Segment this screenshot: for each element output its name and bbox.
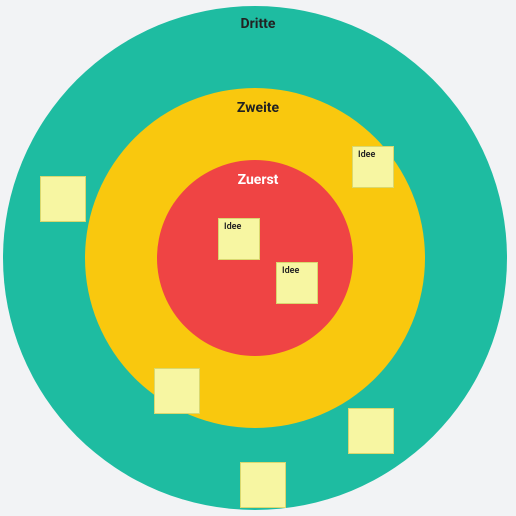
ring-label-inner: Zuerst (238, 172, 279, 188)
ring-label-outer: Dritte (241, 16, 276, 32)
sticky-note[interactable]: Idee (276, 262, 318, 304)
ring-label-middle: Zweite (237, 100, 279, 116)
sticky-note[interactable] (40, 176, 86, 222)
bullseye-diagram: Dritte Zweite Zuerst Idee Idee Idee (0, 0, 516, 516)
sticky-note[interactable]: Idee (218, 218, 260, 260)
sticky-note[interactable]: Idee (352, 146, 394, 188)
sticky-note[interactable] (240, 462, 286, 508)
sticky-note[interactable] (348, 408, 394, 454)
sticky-note[interactable] (154, 368, 200, 414)
